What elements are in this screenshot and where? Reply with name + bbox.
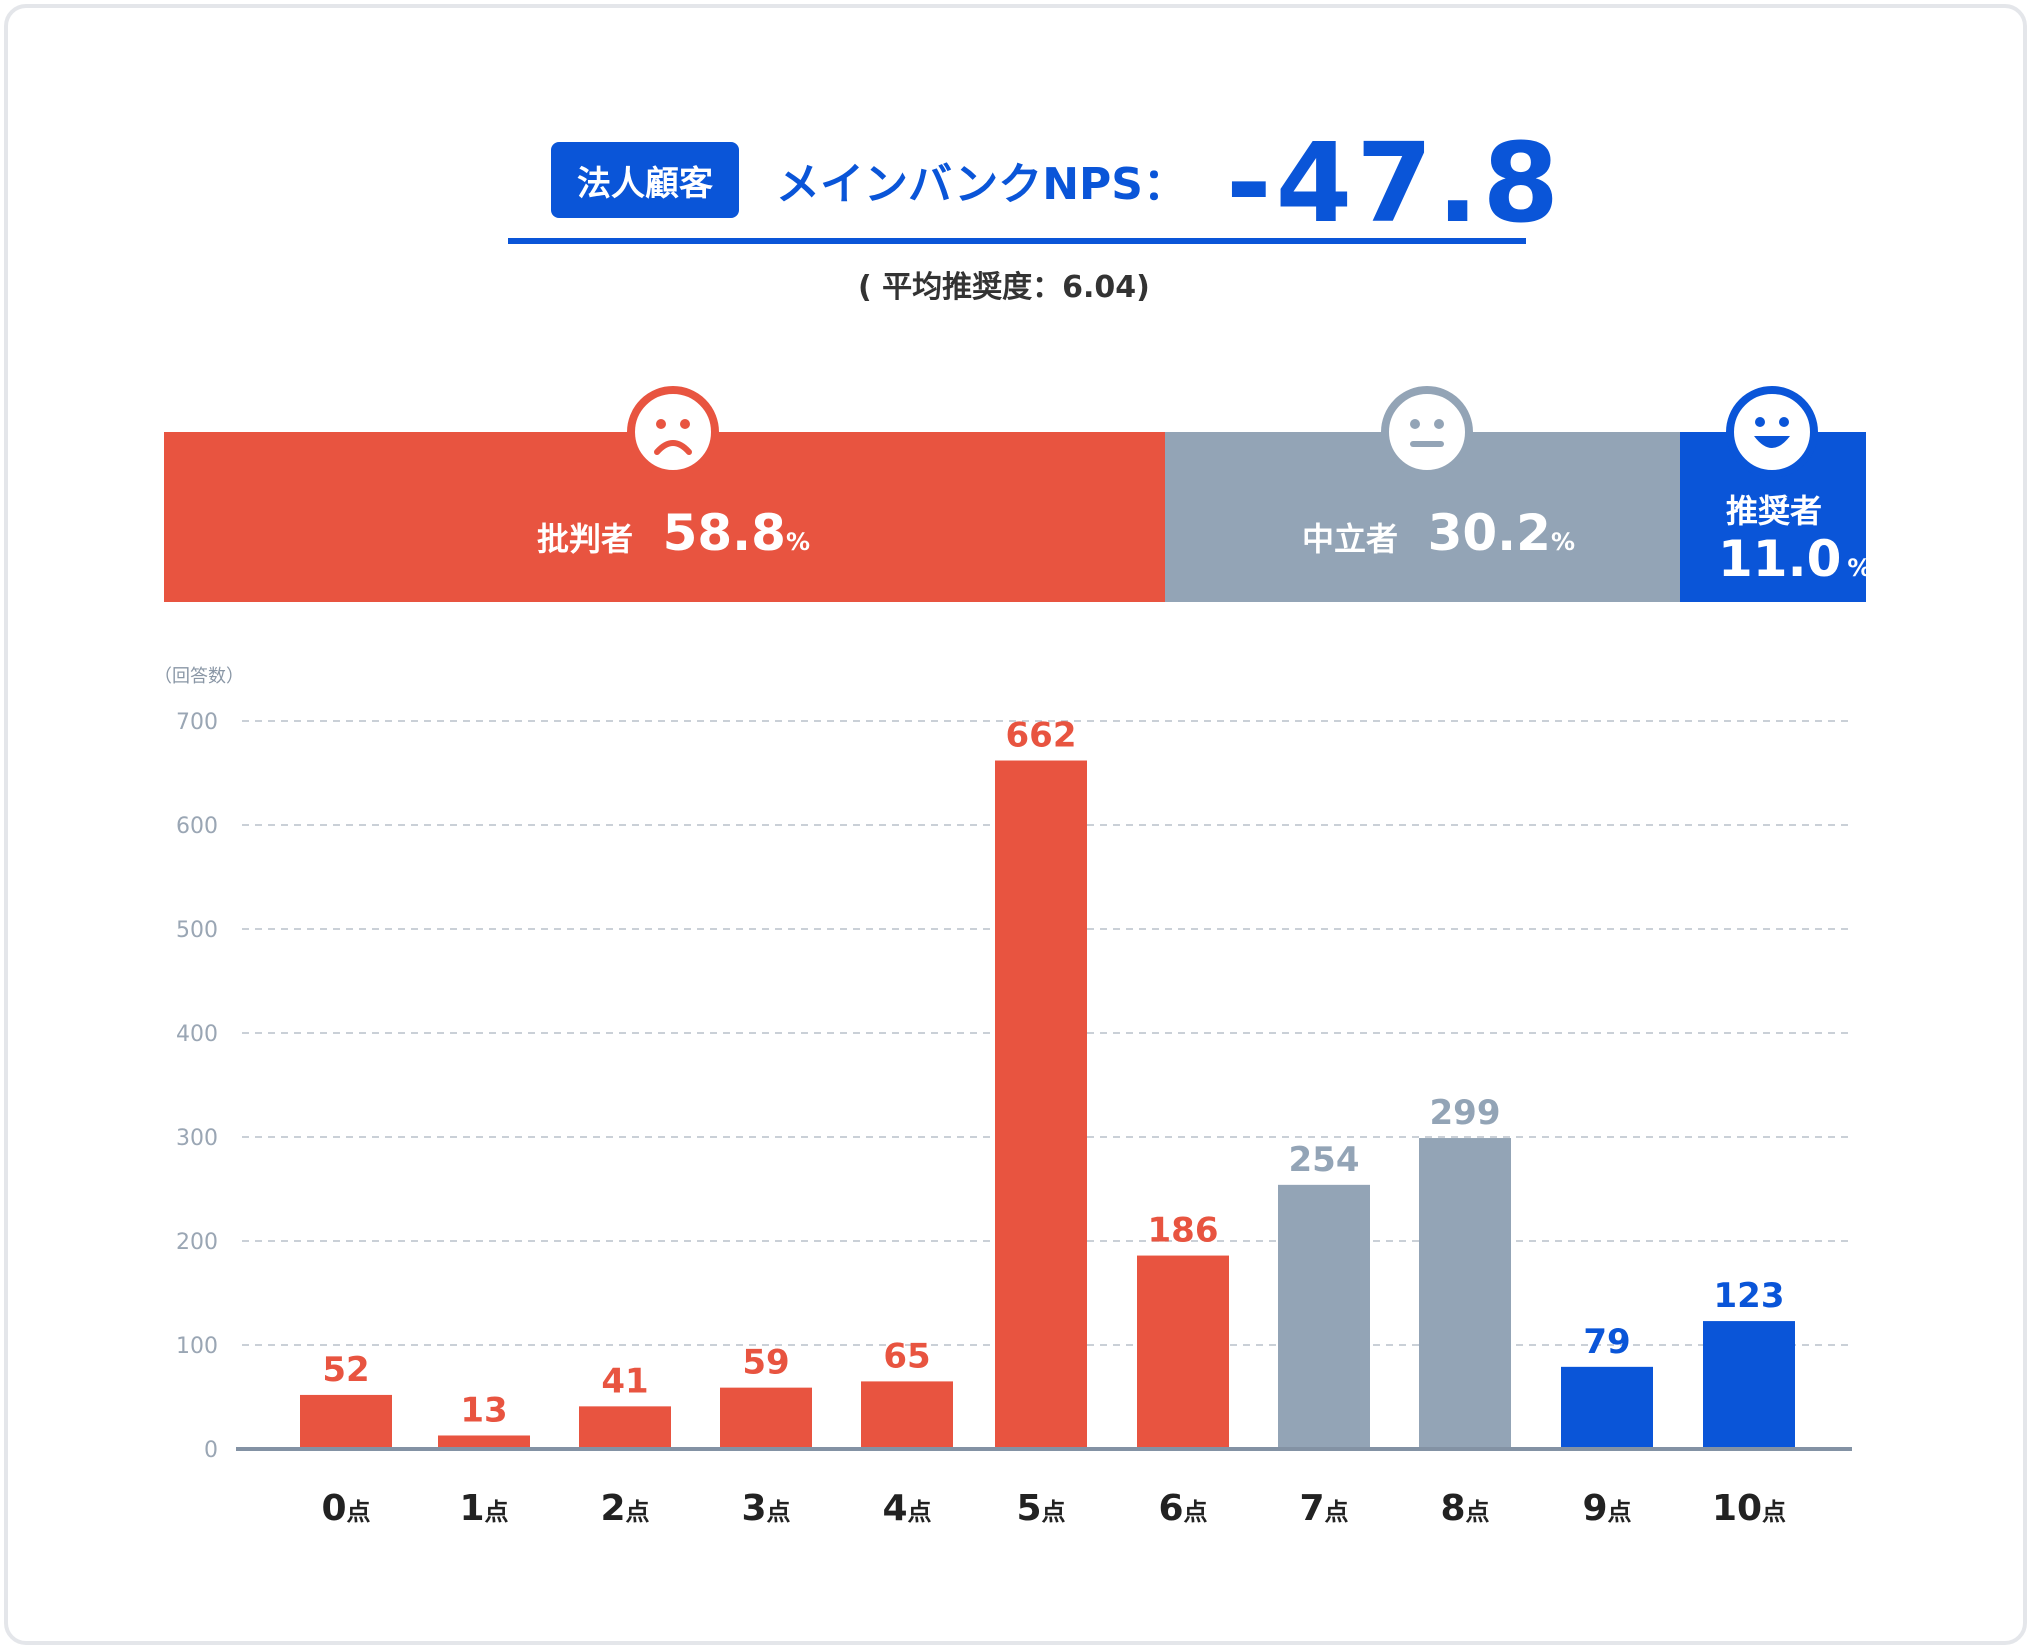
average-recommendation: ( 平均推奨度：6.04): [858, 270, 1150, 305]
promoter-unit: %: [1847, 554, 1872, 582]
y-tick-label: 400: [176, 1022, 218, 1047]
x-tick-label: 8点: [1440, 1488, 1489, 1529]
bar-value-label: 79: [1583, 1322, 1630, 1362]
bar: [300, 1394, 392, 1449]
x-tick-label: 6点: [1158, 1488, 1207, 1529]
promoter-summary: 11.0%: [1718, 530, 1871, 588]
bar-value-label: 52: [322, 1350, 369, 1390]
header-underline: [508, 238, 1526, 244]
x-tick-label: 0点: [321, 1488, 370, 1529]
bar: [1703, 1321, 1795, 1449]
bar-value-label: 41: [601, 1361, 648, 1401]
passive-percent: 30.2: [1427, 504, 1551, 562]
passive-unit: %: [1550, 528, 1576, 556]
x-tick-label: 9点: [1582, 1488, 1631, 1529]
promoter-label: 推奨者: [1726, 492, 1823, 530]
neutral-face-icon: [1381, 386, 1473, 478]
passive-label: 中立者: [1302, 520, 1399, 558]
x-tick-label: 4点: [882, 1488, 931, 1529]
x-tick-label: 5点: [1016, 1488, 1065, 1529]
y-tick-label: 500: [176, 918, 218, 943]
bar: [995, 760, 1087, 1449]
bar: [1137, 1255, 1229, 1449]
detractor-unit: %: [785, 528, 811, 556]
y-tick-label: 200: [176, 1230, 218, 1255]
bar-value-label: 186: [1148, 1211, 1219, 1251]
sad-face-icon: [627, 386, 719, 478]
bar: [861, 1381, 953, 1449]
bar: [438, 1435, 530, 1449]
bar-value-label: 59: [742, 1343, 789, 1383]
bar-value-label: 254: [1289, 1140, 1360, 1180]
bar: [579, 1406, 671, 1449]
y-axis-label: （回答数）: [154, 666, 244, 687]
bar-value-label: 65: [883, 1336, 930, 1376]
x-tick-label: 3点: [741, 1488, 790, 1529]
bar-value-label: 123: [1714, 1276, 1785, 1316]
bar-value-label: 299: [1430, 1093, 1501, 1133]
passive-summary: 中立者 30.2%: [1302, 504, 1575, 562]
happy-face-icon: [1726, 386, 1818, 478]
x-tick-label: 1点: [459, 1488, 508, 1529]
customer-type-badge: 法人顧客: [551, 142, 739, 218]
y-tick-label: 100: [176, 1334, 218, 1359]
y-tick-label: 700: [176, 710, 218, 735]
nps-label: メインバンクNPS：: [776, 159, 1187, 210]
detractor-percent: 58.8: [662, 504, 786, 562]
bar-value-label: 13: [460, 1390, 507, 1430]
bar: [1561, 1366, 1653, 1449]
nps-value: -47.8: [1226, 119, 1564, 247]
y-tick-label: 300: [176, 1126, 218, 1151]
x-tick-label: 10点: [1712, 1488, 1786, 1529]
promoter-percent: 11.0: [1718, 530, 1842, 588]
bar: [720, 1387, 812, 1449]
bar: [1278, 1184, 1370, 1449]
detractor-summary: 批判者 58.8%: [537, 504, 810, 562]
x-tick-label: 2点: [600, 1488, 649, 1529]
y-tick-label: 600: [176, 814, 218, 839]
detractor-label: 批判者: [537, 520, 634, 558]
bar-value-label: 662: [1006, 716, 1077, 756]
bar: [1419, 1138, 1511, 1449]
x-tick-label: 7点: [1299, 1488, 1348, 1529]
nps-header: 法人顧客 メインバンクNPS： -47.8: [508, 128, 1559, 246]
y-tick-label: 0: [204, 1438, 218, 1463]
